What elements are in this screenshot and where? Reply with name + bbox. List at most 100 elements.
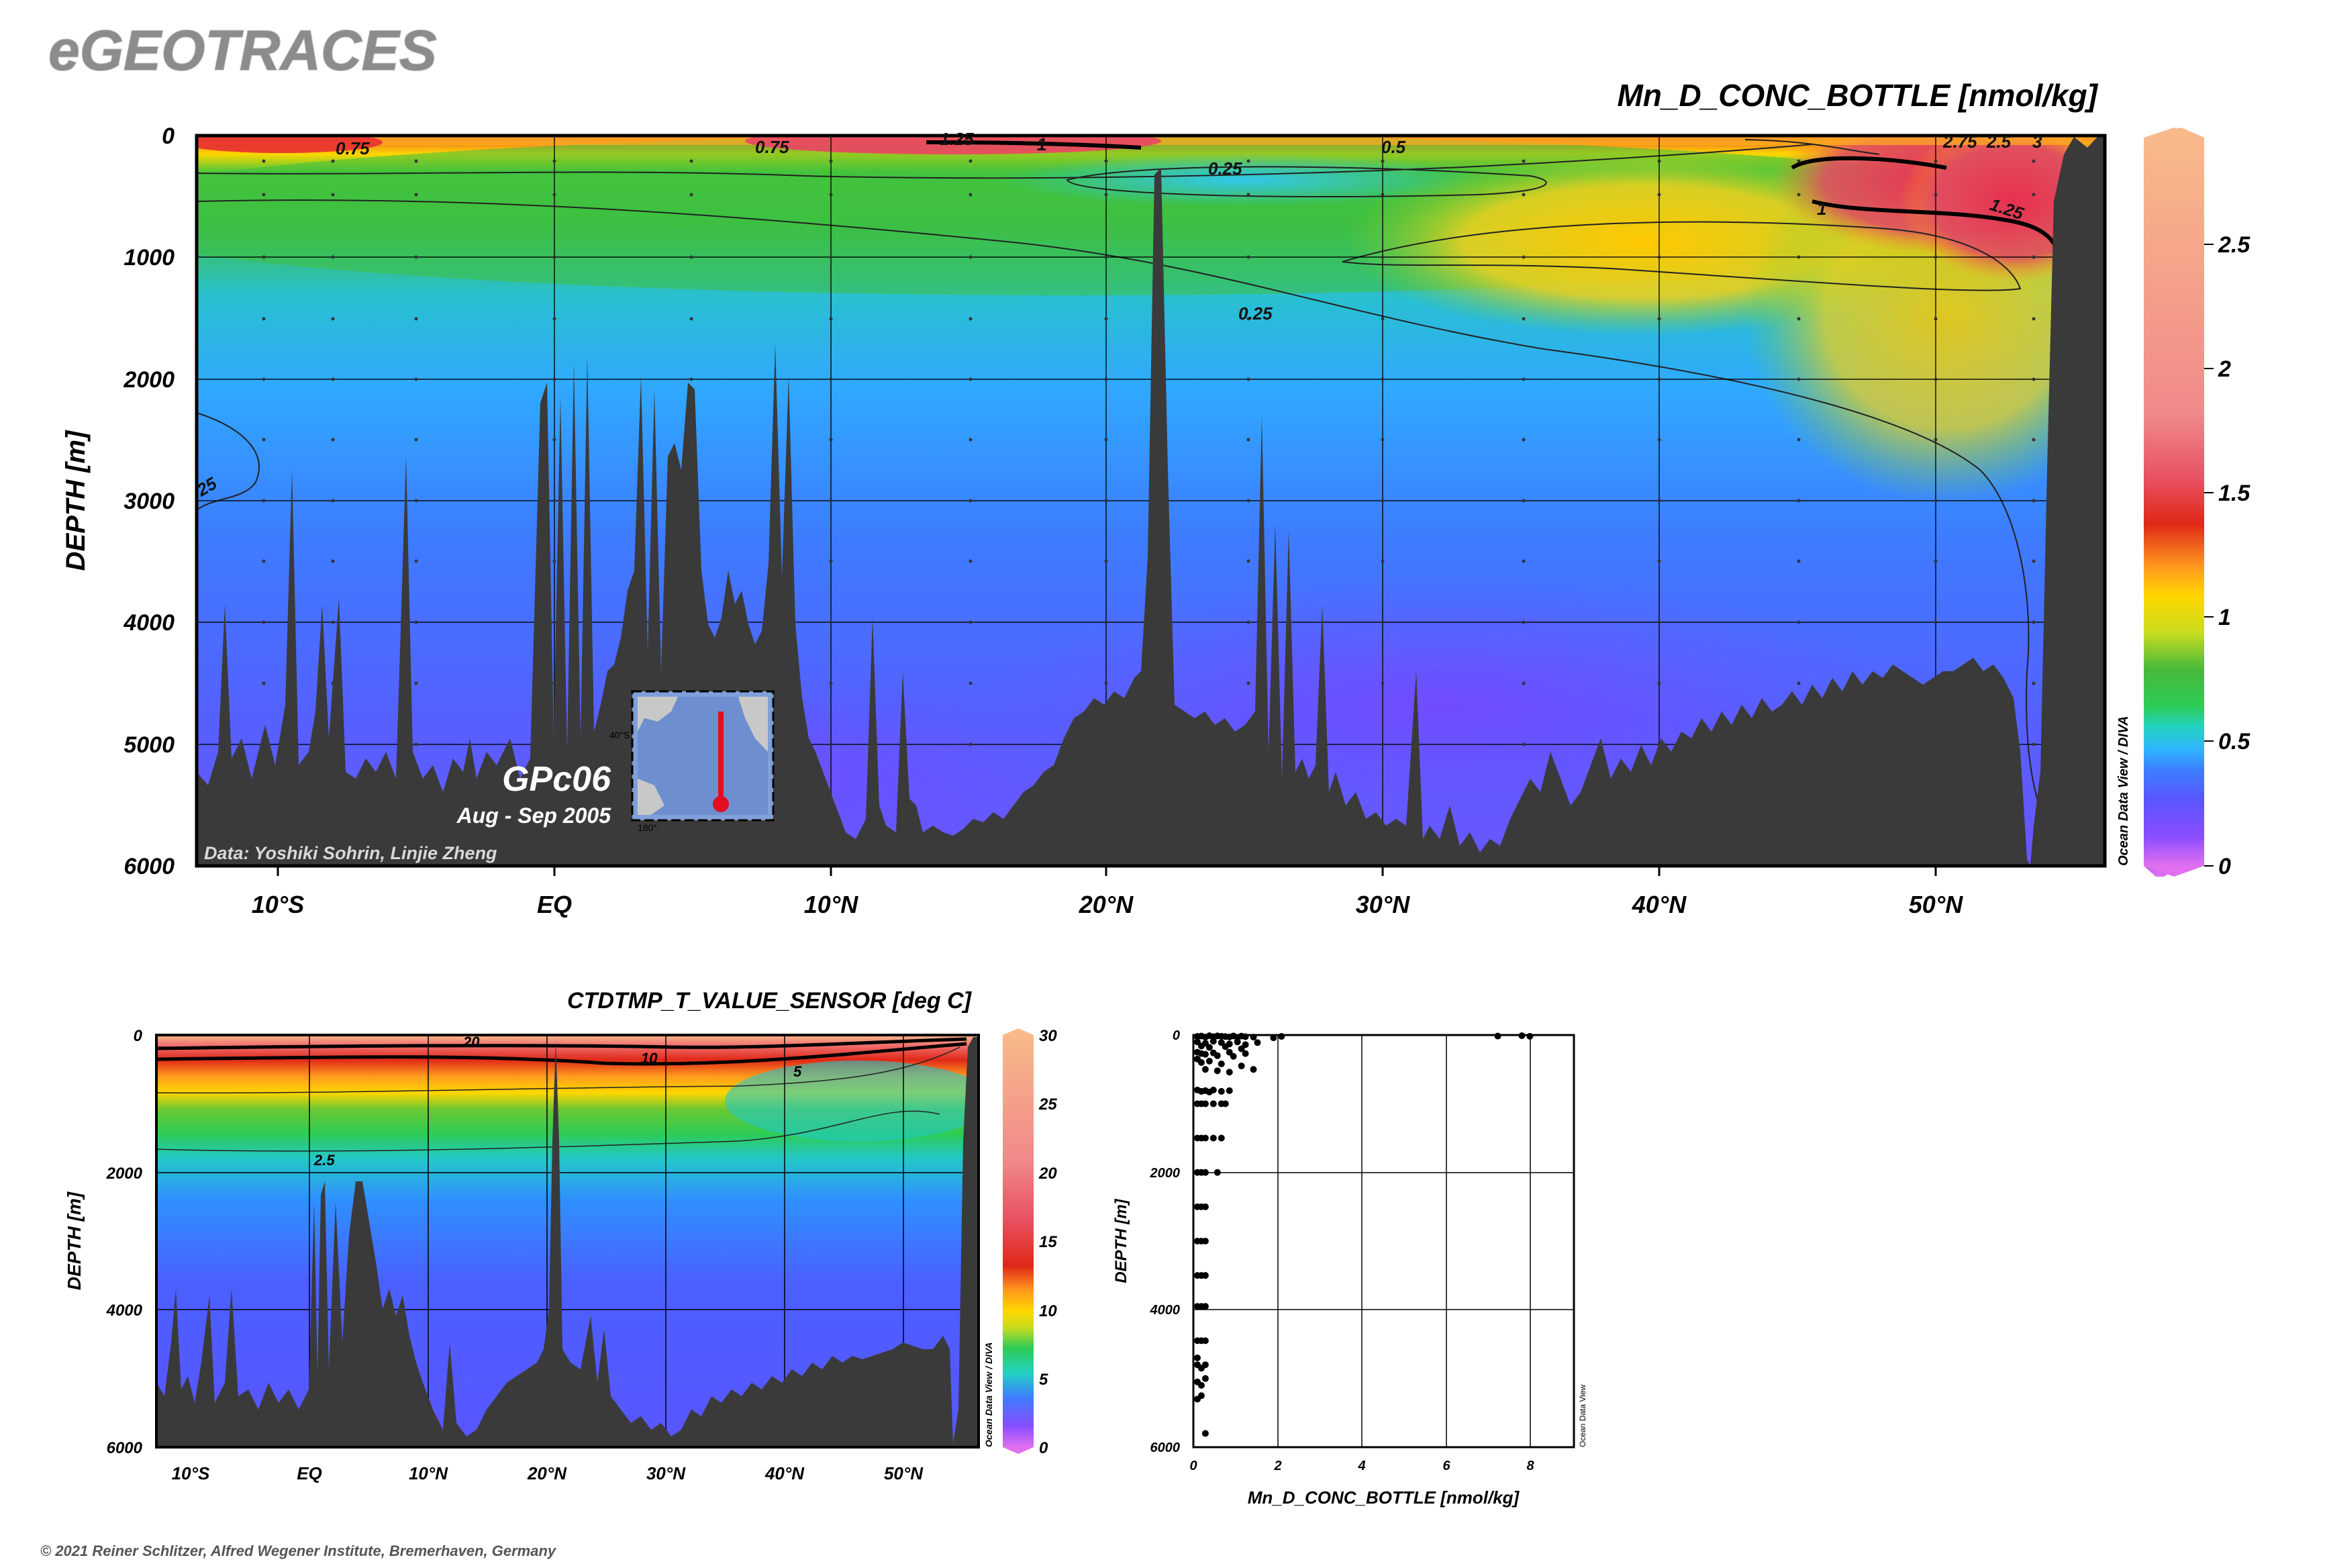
main-plot-frame	[195, 134, 2107, 868]
sample-dot	[552, 438, 556, 442]
sample-dot	[1104, 193, 1108, 197]
contour-label: 0.25	[1238, 303, 1273, 324]
sample-dot	[1522, 317, 1526, 321]
sample-dot	[969, 255, 973, 259]
main-x-tick: 40°N	[1632, 891, 1687, 918]
scatter-point	[1526, 1032, 1534, 1040]
sample-dot	[1246, 499, 1250, 503]
scatter-point	[1193, 1354, 1201, 1361]
sample-dot	[1934, 438, 1938, 442]
temp-x-tick: 10°S	[172, 1463, 210, 1483]
sample-dot	[829, 317, 833, 321]
scatter-point	[1201, 1238, 1209, 1244]
main-y-tick: 4000	[123, 610, 175, 636]
copyright: © 2021 Reiner Schlitzer, Alfred Wegener …	[40, 1542, 557, 1559]
main-x-tick: 10°S	[252, 891, 304, 918]
sample-dot	[262, 620, 266, 624]
sample-dot	[1246, 377, 1250, 381]
contour-label: 1.25	[940, 129, 974, 149]
scatter-point	[1250, 1034, 1257, 1041]
temperature-section-plot: CTDTMP_T_VALUE_SENSOR [deg C] 20	[64, 988, 1057, 1483]
sample-dot	[829, 255, 833, 259]
odv-watermark: Ocean Data View / DIVA	[2116, 716, 2131, 866]
sample-dot	[1104, 499, 1108, 503]
mn-profile-scatter-plot: 0 2000 4000 6000 0 2 4 6 8 Mn_D_CONC_BOT…	[1112, 1028, 1587, 1508]
sample-dot	[1797, 438, 1801, 442]
sample-dot	[1522, 742, 1526, 746]
scatter-point	[1518, 1032, 1526, 1040]
main-topography	[197, 137, 2105, 866]
sample-dot	[689, 193, 693, 197]
sample-dot	[969, 377, 973, 381]
sample-dot	[414, 559, 418, 563]
sample-dot	[1104, 438, 1108, 442]
scatter-frame	[1192, 1034, 1575, 1449]
colorbar-tick: 1	[2218, 605, 2231, 630]
temp-x-tick: 30°N	[646, 1463, 686, 1483]
sample-dot	[1934, 317, 1938, 321]
main-y-tick: 3000	[123, 489, 175, 514]
temp-x-tick: 10°N	[409, 1463, 448, 1483]
sample-dot	[829, 377, 833, 381]
contour-label: 0.75	[755, 137, 789, 157]
cruise-dates: Aug - Sep 2005	[456, 803, 612, 828]
main-y-tick: 6000	[123, 854, 175, 879]
main-x-tick: 50°N	[1909, 891, 1963, 918]
sample-dot	[1522, 499, 1526, 503]
temp-x-tick: EQ	[297, 1463, 322, 1483]
sample-dot	[552, 499, 556, 503]
scatter-y-axis-label: DEPTH [m]	[1112, 1198, 1130, 1283]
scatter-y-tick: 4000	[1150, 1303, 1181, 1318]
sample-dot	[331, 255, 335, 259]
scatter-point	[1226, 1048, 1233, 1056]
sample-dot	[829, 499, 833, 503]
sample-dot	[2032, 193, 2036, 197]
scatter-y-tick: 0	[1173, 1028, 1180, 1043]
sample-dot	[1657, 377, 1661, 381]
scatter-point	[1201, 1100, 1209, 1108]
sample-dot	[1522, 559, 1526, 563]
sample-dot	[2032, 159, 2036, 163]
sample-dot	[2032, 377, 2036, 381]
sample-dot	[969, 159, 973, 163]
sample-dot	[1522, 255, 1526, 259]
sample-dot	[2032, 438, 2036, 442]
main-x-tickmarks	[277, 866, 1937, 876]
sample-dot	[1657, 159, 1661, 163]
sample-dot	[552, 377, 556, 381]
scatter-point	[1209, 1100, 1217, 1108]
scatter-point	[1242, 1033, 1249, 1040]
scatter-x-tick: 4	[1357, 1459, 1365, 1473]
sample-dot	[689, 377, 693, 381]
temp-x-tick: 20°N	[527, 1463, 567, 1483]
sample-dot	[414, 193, 418, 197]
scatter-point	[1193, 1038, 1201, 1046]
contour-label: 0.5	[1381, 137, 1406, 157]
sample-dot	[1246, 255, 1250, 259]
scatter-point	[1214, 1052, 1221, 1059]
sample-dot	[1381, 377, 1385, 381]
sample-dot	[969, 681, 973, 685]
sample-dot	[1381, 255, 1385, 259]
sample-dot	[969, 317, 973, 321]
colorbar-tick: 0.5	[2218, 729, 2250, 754]
sample-dot	[414, 255, 418, 259]
scatter-point	[1201, 1272, 1209, 1279]
sample-dot	[1381, 620, 1385, 624]
scatter-y-tick: 2000	[1150, 1166, 1181, 1181]
scatter-point	[1218, 1134, 1225, 1142]
sample-dot	[1522, 620, 1526, 624]
sample-dot	[262, 193, 266, 197]
sample-dot	[552, 159, 556, 163]
temp-contour-labels: 20 10 5 2.5	[313, 1034, 802, 1169]
scatter-x-axis-label: Mn_D_CONC_BOTTLE [nmol/kg]	[1248, 1487, 1520, 1508]
sample-dot	[1797, 681, 1801, 685]
temp-odv-watermark: Ocean Data View / DIVA	[983, 1342, 994, 1447]
sample-dot	[262, 499, 266, 503]
sample-dot	[2032, 499, 2036, 503]
scatter-point	[1270, 1034, 1277, 1042]
sample-dot	[262, 255, 266, 259]
brand-logo: eGEOTRACES	[48, 19, 437, 82]
scatter-point	[1201, 1134, 1209, 1142]
sample-dot	[1246, 193, 1250, 197]
